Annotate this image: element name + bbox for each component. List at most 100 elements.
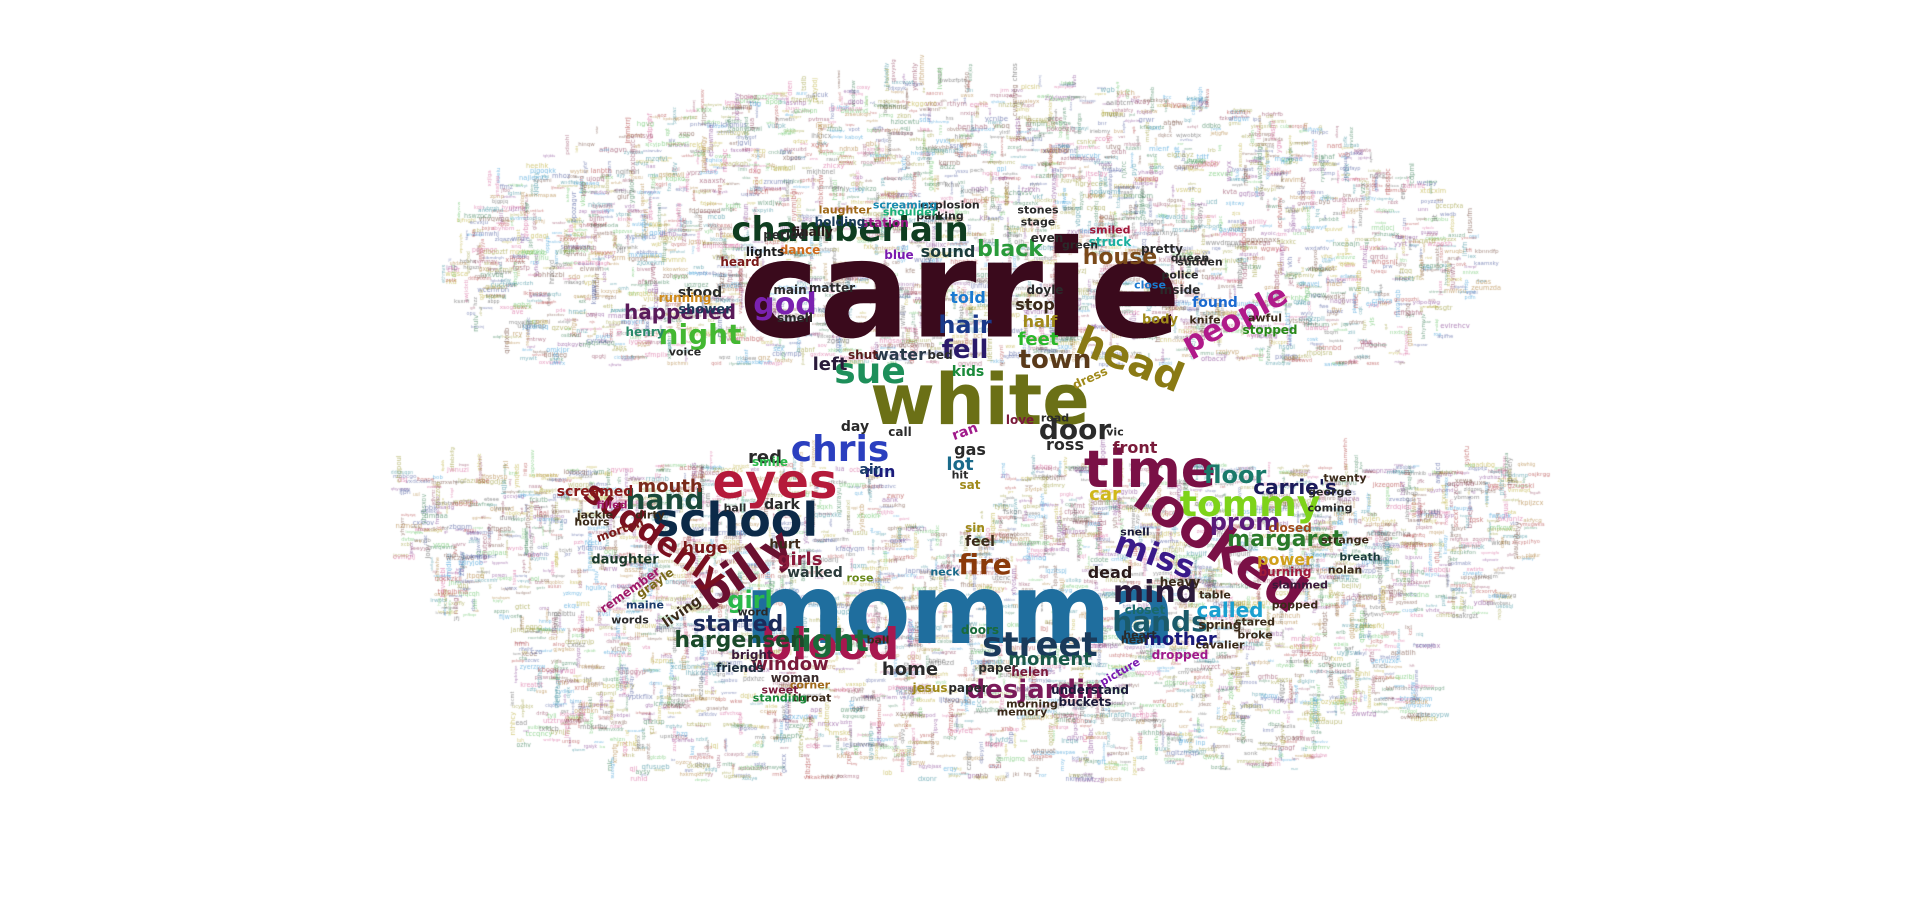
word-hand: hand [625,483,705,516]
word-coming: coming [1307,501,1353,515]
word-inside: inside [1159,283,1201,297]
word-school: school [651,493,819,547]
word-home: home [881,659,939,680]
word-mouth: mouth [637,476,703,497]
word-love: love [1005,413,1035,427]
word-woman: woman [770,671,820,685]
word-hit: hit [951,468,969,482]
word-white: white [870,359,1090,441]
word-spring: spring [1198,618,1242,632]
word-kids: kids [951,364,985,380]
word-walked: walked [787,565,843,581]
word-stopped: stopped [1242,323,1298,337]
word-light: light [791,624,869,659]
word-parking: parking [916,209,964,223]
word-ball: ball [866,633,890,647]
word-stones: stones [1017,203,1059,217]
word-red: red [748,447,782,468]
word-stop: stop [1015,295,1055,314]
word-vic: vic [1106,425,1124,439]
word-prom: prom [1209,508,1281,536]
word-voice: voice [668,345,702,359]
word-finally: finally [791,225,833,239]
word-hall: hall [723,501,747,515]
word-heart: heart [1123,628,1157,642]
word-burning: burning [1258,565,1312,579]
word-paper: paper [948,681,988,695]
word-day: day [840,419,870,435]
word-heavy: heavy [1159,575,1201,589]
word-girls: girls [777,549,823,570]
word-smiled: smiled [1089,223,1131,237]
word-popped: popped [1271,598,1319,612]
word-lot: lot [946,454,974,475]
word-corner: corner [789,678,831,692]
word-desjardin: desjardin [966,675,1104,705]
word-morning: morning [1006,697,1058,711]
word-police: police [1161,268,1199,282]
word-front: front [1112,438,1158,457]
word-dead: dead [1087,563,1133,582]
word-throat: throat [792,691,832,705]
word-smile: smile [751,455,789,469]
word-feet: feet [1017,329,1059,350]
word-dark: dark [764,497,800,513]
word-hear: hear [1120,633,1150,647]
word-words: words [611,613,649,627]
word-sweet: sweet [761,683,799,697]
word-door: door [1038,413,1112,446]
word-sat: sat [959,478,981,492]
word-black: black [977,237,1043,262]
word-closet: closet [1124,603,1166,617]
word-helen: helen [1011,665,1049,679]
word-found: found [1192,295,1238,311]
word-sudden: sudden [1177,255,1223,269]
word-air: air [859,462,881,478]
word-road: road [1040,411,1070,425]
word-screamed: screamed [556,484,634,500]
word-doors: doors [960,623,1000,637]
word-house: house [1082,245,1158,270]
word-knife: knife [1189,313,1221,327]
word-matter: matter [808,281,856,295]
word-sue: sue [834,351,906,392]
word-smell: smell [776,311,814,325]
word-started: started [692,612,784,637]
word-slammed: slammed [1272,578,1328,592]
word-stared: stared [1235,615,1275,629]
word-buckets: buckets [1058,695,1112,709]
word-water: water [874,345,926,364]
word-floor: floor [1203,461,1267,489]
word-dirty: dirty [635,508,665,522]
word-window: window [751,654,829,675]
word-mind: mind [1112,575,1198,610]
word-standing: standing [752,691,808,705]
word-chris: chris [790,429,890,470]
word-momma: momma [744,554,1176,666]
word-dance: dance [779,243,821,257]
word-dropped: dropped [1151,648,1209,662]
word-bright: bright [731,648,773,662]
word-table: table [1199,588,1231,602]
word-neck: neck [930,565,960,579]
word-broke: broke [1237,628,1273,642]
word-bed: bed [927,348,953,362]
word-running: running [658,291,712,305]
word-ross: ross [1046,435,1084,454]
word-called: called [1196,598,1264,622]
word-close: close [1134,278,1166,292]
word-stood: stood [677,285,723,301]
word-snell: snell [1120,525,1150,539]
word-town: town [1018,345,1092,375]
word-carries: carrie's [1253,475,1337,499]
word-main: main [773,283,807,297]
word-fell: fell [941,335,989,365]
word-moment: moment [1008,649,1092,670]
word-shut: shut [848,348,878,362]
word-green: green [1061,238,1099,252]
word-henry: henry [625,325,665,339]
word-feel: feel [965,534,995,550]
word-night: night [658,318,742,351]
